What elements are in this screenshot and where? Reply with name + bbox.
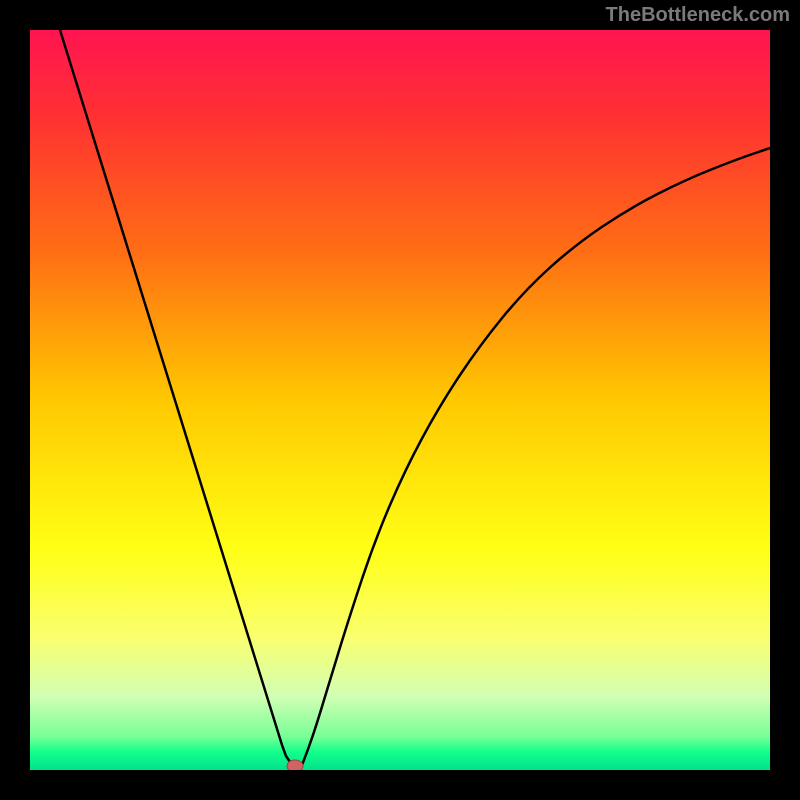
- chart-plot-area: [30, 30, 770, 770]
- watermark-text: TheBottleneck.com: [606, 4, 790, 27]
- chart-background: [30, 30, 770, 770]
- chart-marker: [287, 760, 303, 770]
- chart-svg: [30, 30, 770, 770]
